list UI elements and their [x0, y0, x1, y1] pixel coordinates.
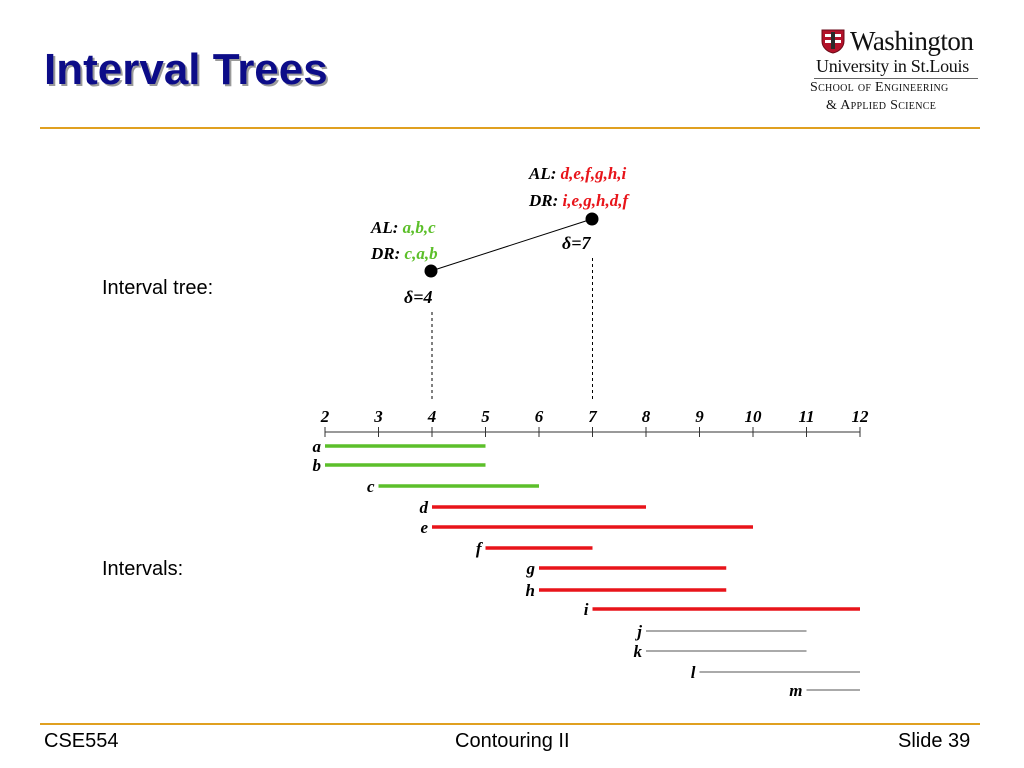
interval-label-a: a [313, 437, 322, 456]
tree-node-root [585, 212, 599, 226]
tree-edge [430, 218, 593, 272]
interval-label-j: j [634, 622, 642, 641]
node-al-values: d,e,f,g,h,i [561, 164, 627, 183]
interval-tree-label: Interval tree: [102, 277, 214, 299]
logo-line-2: University in St.Louis [816, 56, 969, 76]
footer-course: CSE554 [44, 730, 119, 752]
axis-tick-label: 7 [588, 407, 598, 426]
node-al-root: AL: d,e,f,g,h,i [528, 164, 627, 183]
node-delta-root: δ=7 [562, 233, 591, 253]
logo-line-3: School of Engineering [810, 80, 949, 95]
interval-label-d: d [420, 498, 429, 517]
node-dr-values: i,e,g,h,d,f [563, 191, 631, 210]
axis-tick-label: 6 [535, 407, 544, 426]
axis-tick-label: 4 [427, 407, 437, 426]
interval-bars: ab c de f gh i jk l m [313, 437, 860, 700]
axis-tick-label: 10 [745, 407, 763, 426]
logo-line-1: Washington [850, 26, 974, 56]
shield-icon [821, 29, 845, 54]
node-dr-root: DR: i,e,g,h,d,f [528, 191, 631, 210]
interval-label-g: g [526, 559, 536, 578]
slide-title: Interval Trees [44, 45, 328, 94]
axis-tick-label: 2 [320, 407, 330, 426]
header-rule [40, 127, 980, 129]
logo-divider [814, 78, 978, 79]
axis-tick-label: 11 [798, 407, 814, 426]
node-delta-left: δ=4 [404, 287, 432, 307]
interval-label-i: i [584, 600, 589, 619]
tree-layer: AL: d,e,f,g,h,i DR: i,e,g,h,d,f δ=7 AL: a,b… [370, 164, 631, 402]
logo-line-4: & Applied Science [826, 98, 937, 113]
tree-node-left [424, 264, 438, 278]
interval-label-l: l [691, 663, 696, 682]
interval-label-f: f [476, 539, 484, 558]
node-al-label: AL: [370, 218, 403, 237]
footer-topic: Contouring II [455, 730, 570, 752]
number-axis: 2 3 4 5 6 7 8 9 10 11 12 [320, 407, 869, 437]
interval-label-b: b [313, 456, 322, 475]
interval-label-h: h [526, 581, 535, 600]
node-al-label: AL: [528, 164, 561, 183]
node-dr-label: DR: [528, 191, 563, 210]
interval-label-e: e [420, 518, 428, 537]
axis-tick-label: 8 [642, 407, 651, 426]
node-dr-label: DR: [370, 244, 405, 263]
interval-label-k: k [634, 642, 643, 661]
interval-label-m: m [789, 681, 802, 700]
interval-label-c: c [367, 477, 375, 496]
axis-tick-label: 9 [695, 407, 704, 426]
node-dr-left: DR: c,a,b [370, 244, 438, 263]
axis-tick-label: 5 [481, 407, 490, 426]
node-al-left: AL: a,b,c [370, 218, 436, 237]
university-logo: Washington University in St.Louis School… [808, 26, 986, 118]
node-dr-values: c,a,b [405, 244, 438, 263]
footer-rule [40, 723, 980, 725]
axis-tick-label: 3 [373, 407, 383, 426]
node-al-values: a,b,c [403, 218, 437, 237]
intervals-label: Intervals: [102, 558, 184, 580]
footer-slide-number: Slide 39 [898, 730, 971, 752]
axis-tick-label: 12 [852, 407, 870, 426]
